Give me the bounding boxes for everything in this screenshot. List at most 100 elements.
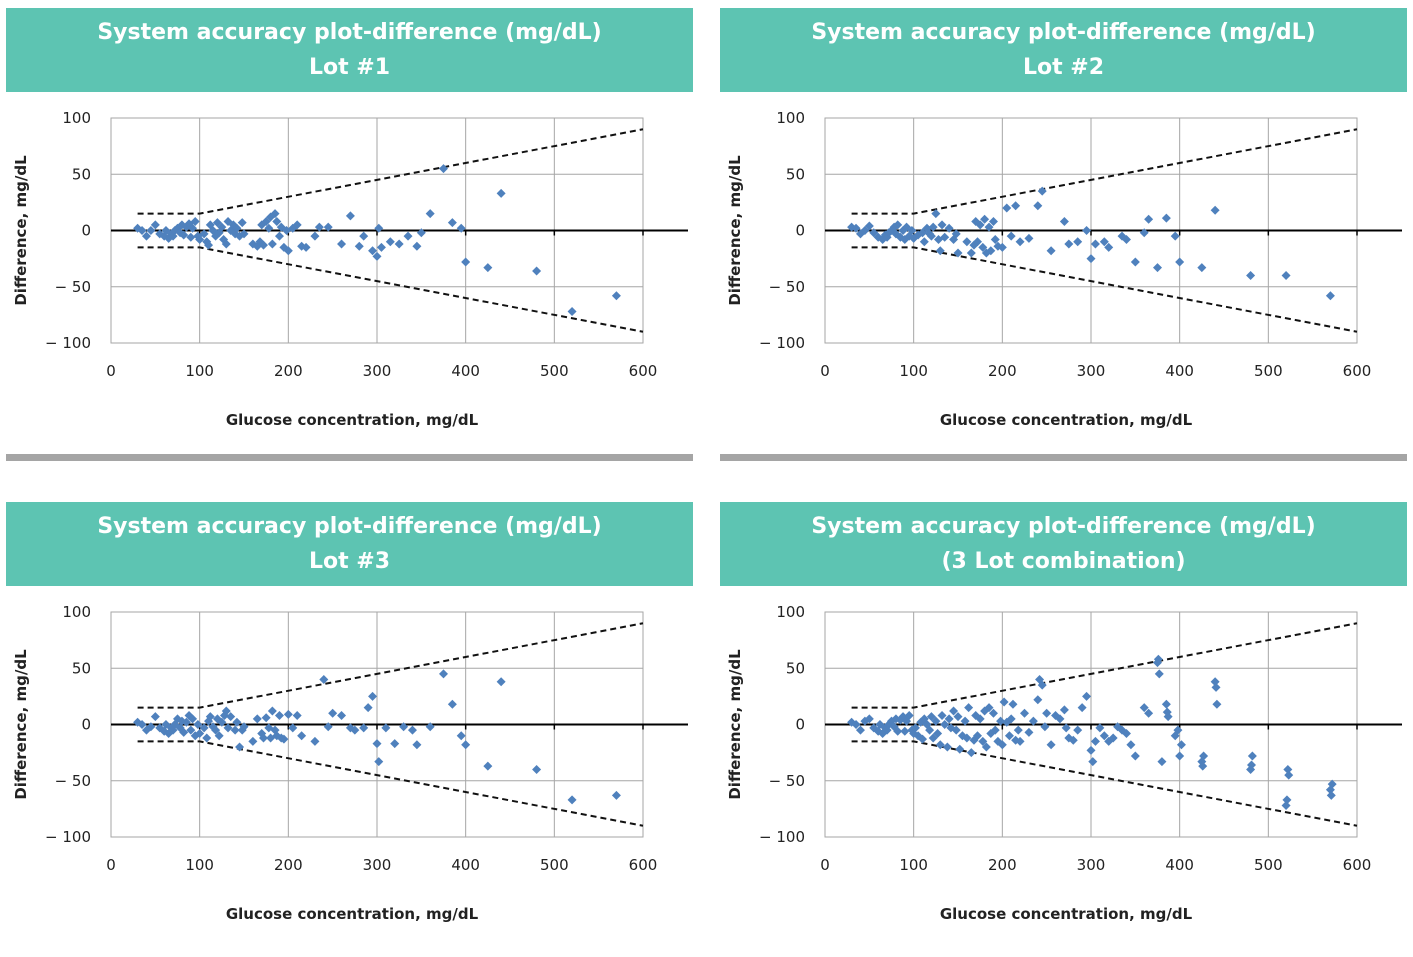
data-point (1024, 233, 1034, 243)
data-point (910, 723, 920, 733)
data-point (1055, 714, 1065, 724)
data-point (190, 217, 200, 226)
data-point (1283, 765, 1293, 774)
data-point (146, 226, 156, 235)
data-point (973, 731, 983, 741)
data-point (217, 717, 227, 727)
data-point (1082, 691, 1092, 701)
data-point (267, 239, 277, 249)
y-tick-label: 100 (776, 109, 805, 127)
data-point (940, 232, 950, 242)
data-point (248, 736, 258, 746)
data-point (851, 223, 861, 233)
data-point (851, 720, 861, 729)
data-point (1064, 239, 1074, 249)
upper-limit-line (137, 622, 644, 709)
data-point (439, 164, 448, 174)
chart-title-line1: System accuracy plot-difference (mg/dL) (97, 514, 602, 539)
data-point (1033, 201, 1043, 211)
data-point (239, 229, 249, 239)
data-point (310, 231, 320, 241)
data-point (283, 709, 293, 719)
data-point (933, 235, 943, 244)
data-point (425, 722, 435, 732)
lower-limit-line (137, 246, 644, 333)
data-point (1015, 237, 1025, 247)
y-tick-label: − 50 (55, 772, 91, 790)
data-point (1040, 722, 1050, 732)
data-point (1281, 271, 1291, 280)
data-point (1211, 682, 1221, 692)
data-point (390, 739, 400, 749)
data-point (1246, 271, 1256, 280)
data-point (966, 748, 976, 758)
lower-limit-line (137, 740, 644, 827)
data-point (940, 720, 950, 729)
data-point (217, 222, 227, 232)
data-point (314, 222, 324, 232)
data-point (962, 237, 972, 247)
data-point (532, 266, 542, 276)
data-point (264, 223, 274, 233)
data-point (319, 675, 329, 684)
data-point (483, 263, 493, 273)
data-point (1210, 205, 1220, 215)
data-point (904, 711, 914, 720)
x-tick-label: 400 (1165, 856, 1194, 874)
chart-title-line2: Lot #2 (1022, 55, 1105, 80)
data-point (1153, 654, 1163, 664)
x-tick-label: 600 (1343, 856, 1372, 874)
x-tick-label: 100 (899, 856, 928, 874)
data-point (997, 740, 1007, 750)
data-point (1090, 239, 1100, 249)
data-point (1246, 760, 1256, 770)
data-point (345, 211, 355, 221)
data-point (199, 229, 209, 239)
x-axis-label: Glucose concentration, mg/dL (226, 411, 479, 429)
data-point (1046, 740, 1056, 750)
data-point (141, 231, 151, 241)
data-point (179, 230, 189, 240)
data-point (412, 740, 422, 750)
data-point (1088, 757, 1098, 767)
y-tick-label: − 100 (45, 334, 91, 352)
chart-panel-lot-1: System accuracy plot-difference (mg/dL) … (6, 8, 693, 463)
data-point (891, 229, 901, 239)
data-point (381, 723, 391, 733)
data-point (931, 209, 941, 219)
data-point (909, 729, 919, 738)
data-point (310, 736, 320, 746)
data-point (226, 712, 236, 722)
data-point (1161, 699, 1171, 709)
data-point (1130, 751, 1140, 761)
y-tick-label: 50 (72, 659, 91, 677)
data-point (928, 222, 938, 232)
data-point (283, 246, 293, 256)
data-point (274, 711, 284, 720)
data-point (889, 722, 899, 732)
data-point (359, 231, 369, 241)
data-point (990, 725, 1000, 735)
data-point (973, 237, 983, 247)
chart-header: System accuracy plot-difference (mg/dL) … (720, 502, 1407, 586)
chart-title-line1: System accuracy plot-difference (mg/dL) (811, 20, 1316, 45)
y-axis-label: Difference, mg/dL (12, 649, 30, 800)
data-point (301, 242, 311, 252)
data-point (937, 711, 947, 720)
y-tick-label: 100 (62, 603, 91, 621)
data-point (179, 727, 189, 737)
y-tick-label: 0 (81, 716, 91, 734)
data-point (385, 237, 395, 247)
data-point (188, 223, 198, 233)
chart-panel-lot-3: System accuracy plot-difference (mg/dL) … (6, 502, 693, 957)
data-point (223, 723, 233, 733)
data-point (1035, 675, 1045, 684)
x-tick-label: 600 (629, 362, 658, 380)
data-point (1068, 735, 1078, 745)
data-point (1199, 751, 1209, 761)
data-point (259, 733, 269, 743)
data-point (270, 209, 280, 219)
data-point (1163, 712, 1173, 722)
data-point (893, 220, 903, 230)
